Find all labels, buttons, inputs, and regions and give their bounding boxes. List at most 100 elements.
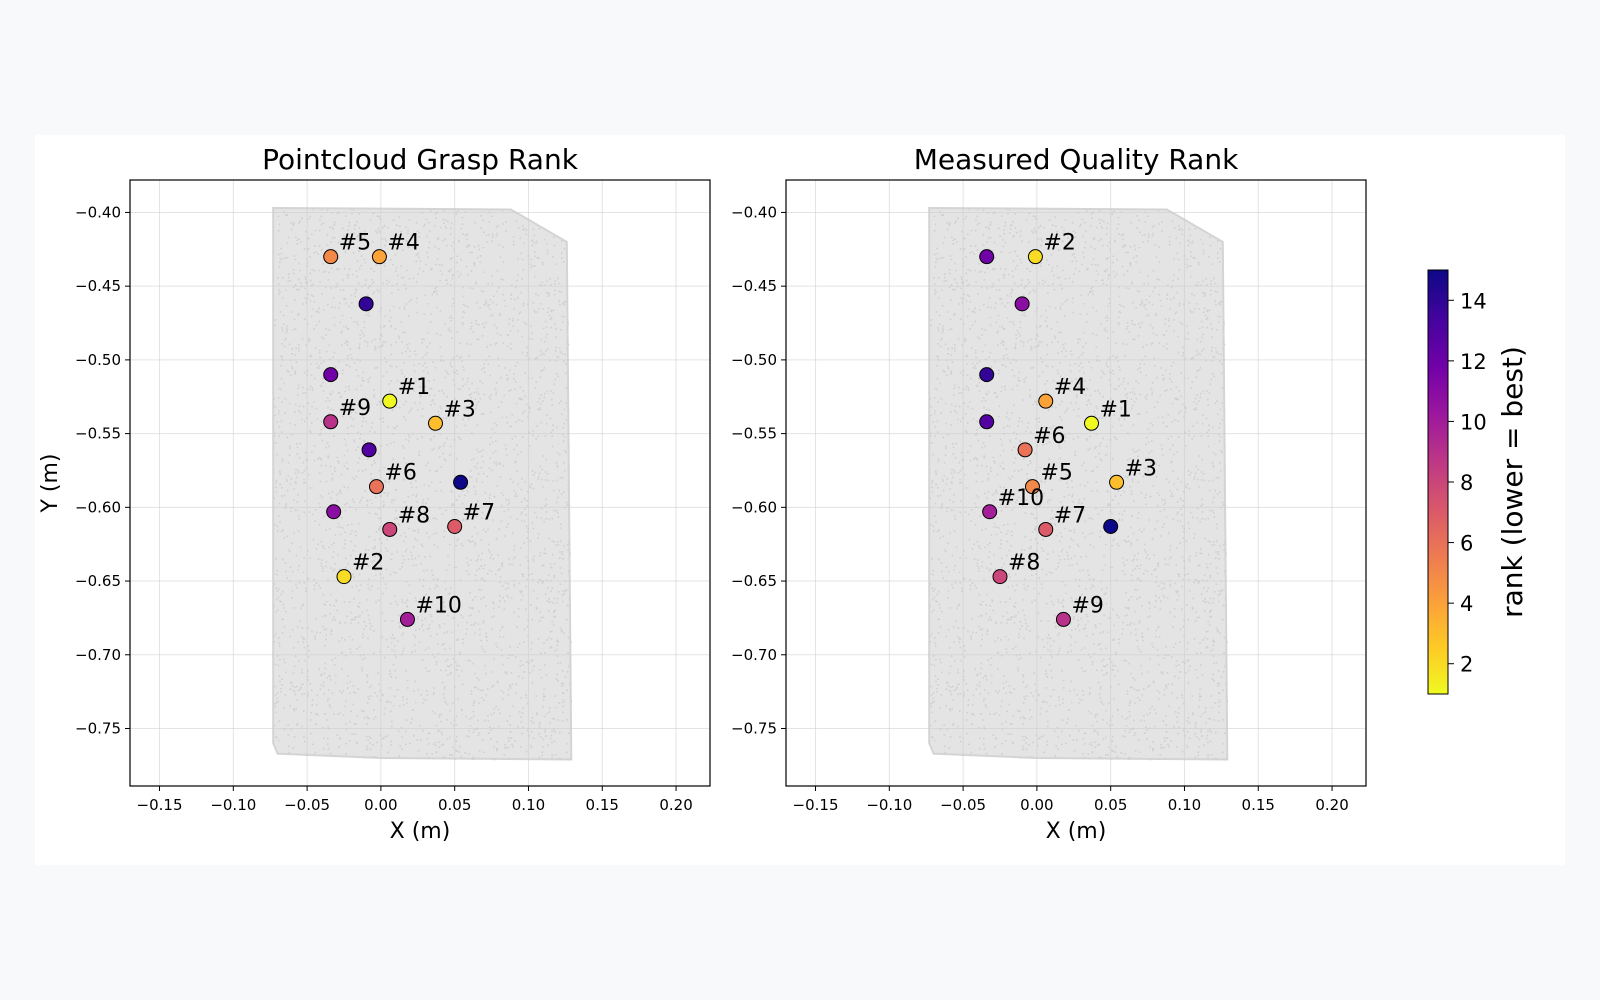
rank-annotation: #4 [1054, 375, 1086, 400]
y-tick-label: −0.70 [731, 646, 777, 664]
colorbar-tick-label: 8 [1460, 471, 1473, 495]
x-tick-label: 0.05 [1094, 796, 1127, 814]
grasp-point [1083, 415, 1099, 431]
colorbar-gradient [1427, 269, 1449, 695]
rank-annotation: #1 [398, 375, 430, 400]
grasp-point [979, 249, 995, 265]
point-cloud-points [273, 208, 573, 761]
grasp-point [1109, 474, 1125, 490]
grasp-point [982, 504, 998, 520]
x-tick-label: −0.15 [137, 796, 183, 814]
y-tick-label: −0.75 [75, 719, 121, 737]
grasp-point [1027, 249, 1043, 265]
y-tick-label: −0.45 [731, 277, 777, 295]
grasp-point [1017, 442, 1033, 458]
colorbar-tick-label: 2 [1460, 653, 1473, 677]
object-outline [928, 206, 1229, 761]
grasp-point [382, 521, 398, 537]
grid [130, 180, 710, 786]
grasp-point [326, 504, 342, 520]
rank-annotation: #1 [1099, 397, 1131, 422]
grasp-point [1038, 393, 1054, 409]
grasp-point [382, 393, 398, 409]
y-tick-label: −0.65 [731, 572, 777, 590]
rank-annotation: #6 [384, 461, 416, 486]
y-tick-label: −0.70 [75, 646, 121, 664]
grasp-point [399, 611, 415, 627]
y-tick-label: −0.55 [75, 425, 121, 443]
axis-ticks: −0.15 −0.10 −0.05 0.00 0.05 0.10 0.15 0.20 −0.40… [731, 203, 1349, 814]
rank-annotation: #6 [1033, 424, 1065, 449]
grasp-points: #2 #4 #1 #6 #5 #3 #10 #7 #8 #9 [979, 231, 1157, 627]
grasp-point [447, 518, 463, 534]
x-tick-label: 0.20 [1315, 796, 1348, 814]
object-outline [272, 206, 573, 761]
grasp-point [323, 414, 339, 430]
colorbar-tick-label: 4 [1460, 592, 1473, 616]
rank-annotation: #3 [1125, 456, 1157, 481]
colorbar-tick-label: 6 [1460, 532, 1473, 556]
grasp-point [368, 479, 384, 495]
rank-annotation: #9 [339, 396, 371, 421]
grasp-point [427, 415, 443, 431]
rank-annotation: #4 [387, 231, 419, 256]
grid [786, 180, 1366, 786]
y-tick-label: −0.50 [75, 351, 121, 369]
rank-annotation: #8 [398, 503, 430, 528]
grasp-point [361, 442, 377, 458]
y-axis-label: Y (m) [38, 453, 63, 513]
rank-annotation: #10 [415, 593, 461, 618]
grasp-point [1038, 521, 1054, 537]
y-tick-label: −0.60 [75, 498, 121, 516]
plot-frame [785, 179, 1367, 787]
rank-annotation: #3 [443, 397, 475, 422]
plot-frame [129, 179, 711, 787]
rank-annotation: #9 [1071, 593, 1103, 618]
grasp-point [371, 249, 387, 265]
rank-annotation: #8 [1008, 551, 1040, 576]
rank-annotation: #5 [339, 231, 371, 256]
colorbar-ticks: 2 4 6 8 10 12 14 [1448, 289, 1487, 677]
x-tick-label: 0.00 [364, 796, 397, 814]
colorbar-tick-label: 14 [1460, 289, 1487, 313]
x-tick-label: 0.10 [512, 796, 545, 814]
x-tick-label: −0.05 [940, 796, 986, 814]
rank-annotation: #2 [1043, 231, 1075, 256]
y-tick-label: −0.40 [75, 203, 121, 221]
rank-annotation: #2 [352, 551, 384, 576]
x-tick-label: 0.05 [438, 796, 471, 814]
grasp-point [979, 414, 995, 430]
x-tick-label: 0.00 [1020, 796, 1053, 814]
x-tick-label: −0.10 [210, 796, 256, 814]
grasp-point [336, 569, 352, 585]
y-tick-label: −0.45 [75, 277, 121, 295]
grasp-point [358, 296, 374, 312]
x-tick-label: 0.15 [1242, 796, 1275, 814]
y-tick-label: −0.55 [731, 425, 777, 443]
x-tick-label: 0.20 [659, 796, 692, 814]
grasp-point [1024, 479, 1040, 495]
x-tick-label: −0.05 [284, 796, 330, 814]
rank-annotation: #7 [1054, 503, 1086, 528]
y-tick-label: −0.50 [731, 351, 777, 369]
rank-annotation: #5 [1040, 461, 1072, 486]
grasp-points: #5 #4 #1 #9 #3 #6 #8 #7 #2 #10 [323, 231, 495, 627]
grasp-point [1014, 296, 1030, 312]
pointcloud-grasp-rank-chart: #5 #4 #1 #9 #3 #6 #8 #7 #2 #10 −0.15 −0.10 −0.05 0.0… [38, 143, 711, 844]
figure-canvas: #5 #4 #1 #9 #3 #6 #8 #7 #2 #10 −0.15 −0.10 −0.05 0.0… [38, 143, 1529, 844]
grasp-point [1055, 611, 1071, 627]
chart-title: Measured Quality Rank [914, 143, 1239, 176]
y-tick-label: −0.75 [731, 719, 777, 737]
y-tick-label: −0.65 [75, 572, 121, 590]
x-tick-label: 0.15 [586, 796, 619, 814]
grasp-point [453, 474, 469, 490]
point-cloud [928, 206, 1229, 761]
y-tick-label: −0.60 [731, 498, 777, 516]
axis-ticks: −0.15 −0.10 −0.05 0.00 0.05 0.10 0.15 0.20 −0.40… [75, 203, 693, 814]
chart-title: Pointcloud Grasp Rank [262, 143, 579, 176]
grasp-point [323, 367, 339, 383]
point-cloud-points [929, 208, 1229, 761]
rank-annotation: #10 [998, 486, 1044, 511]
y-tick-label: −0.40 [731, 203, 777, 221]
colorbar-label: rank (lower = best) [1496, 346, 1529, 618]
